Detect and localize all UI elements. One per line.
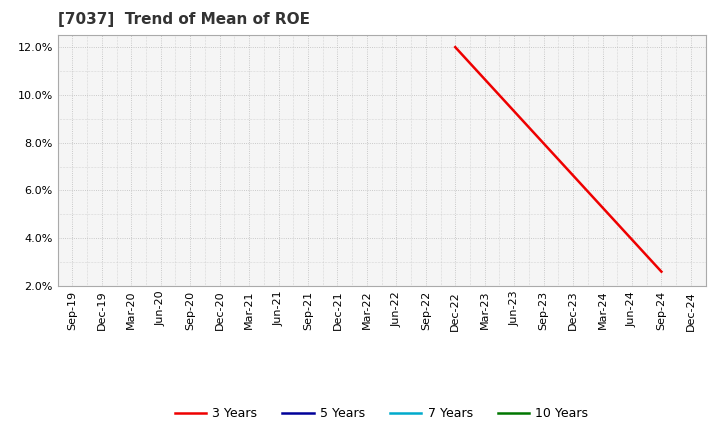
Text: [7037]  Trend of Mean of ROE: [7037] Trend of Mean of ROE bbox=[58, 12, 310, 27]
Legend: 3 Years, 5 Years, 7 Years, 10 Years: 3 Years, 5 Years, 7 Years, 10 Years bbox=[170, 402, 593, 425]
